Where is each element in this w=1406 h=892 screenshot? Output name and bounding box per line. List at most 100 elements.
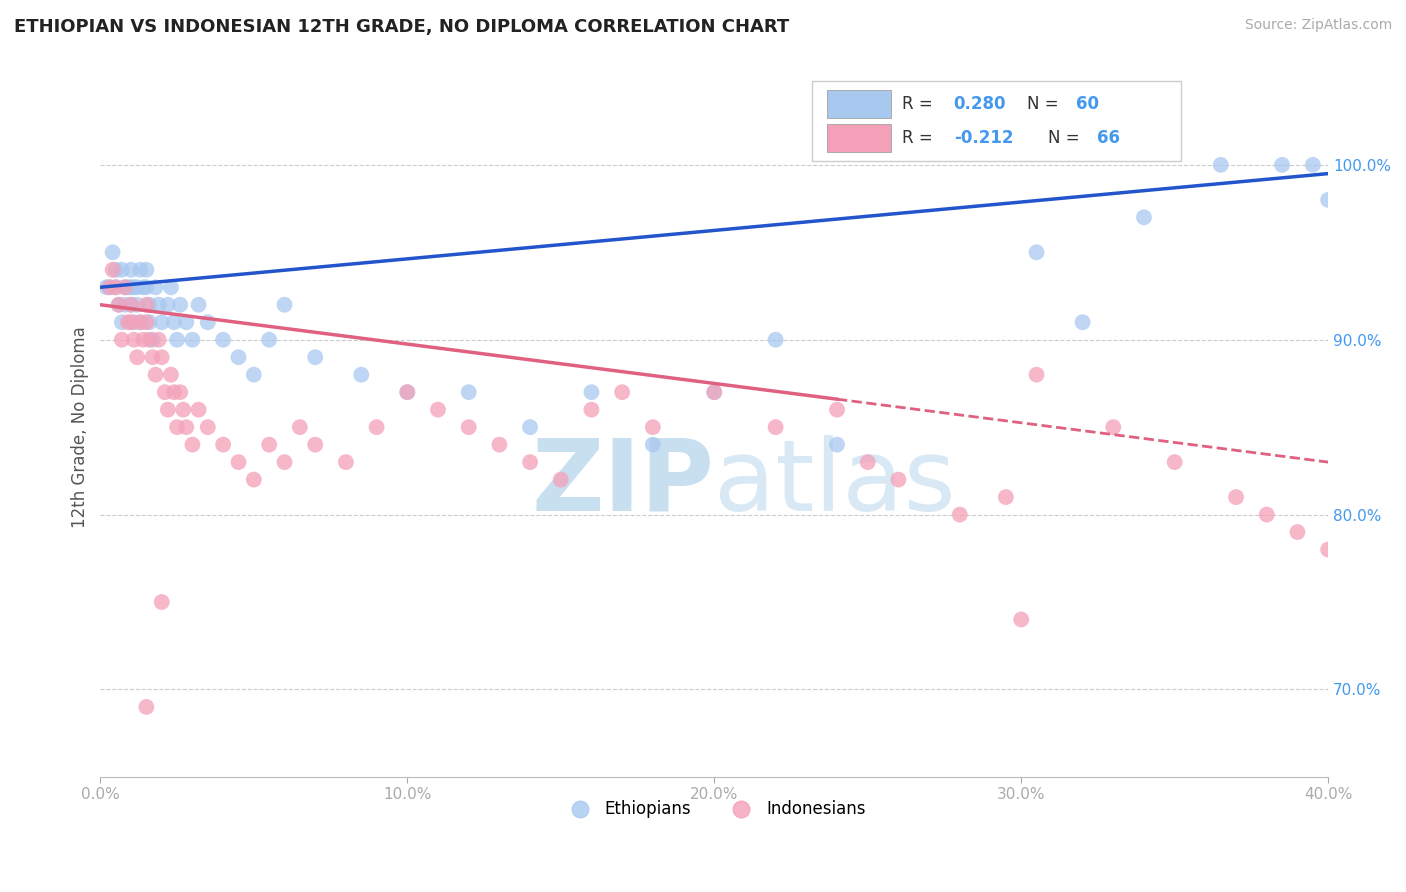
Point bbox=[1071, 315, 1094, 329]
Point bbox=[101, 262, 124, 277]
Point bbox=[1025, 245, 1047, 260]
Point bbox=[160, 368, 183, 382]
Point bbox=[612, 385, 634, 400]
Point bbox=[1010, 613, 1032, 627]
Point bbox=[1302, 158, 1324, 172]
Point bbox=[765, 420, 787, 434]
FancyBboxPatch shape bbox=[813, 81, 1181, 161]
Point bbox=[581, 402, 603, 417]
Point bbox=[181, 333, 204, 347]
Point bbox=[111, 315, 134, 329]
Point bbox=[181, 437, 204, 451]
Point bbox=[166, 420, 188, 434]
Point bbox=[117, 315, 139, 329]
Point bbox=[212, 333, 235, 347]
Text: N =: N = bbox=[1028, 95, 1059, 113]
Point bbox=[120, 315, 142, 329]
Point bbox=[96, 280, 118, 294]
Point bbox=[176, 315, 198, 329]
Point bbox=[581, 385, 603, 400]
Point bbox=[641, 437, 664, 451]
Point bbox=[949, 508, 972, 522]
Point bbox=[153, 385, 176, 400]
Point bbox=[257, 333, 280, 347]
Point bbox=[1225, 490, 1247, 504]
Point bbox=[765, 333, 787, 347]
Point bbox=[519, 420, 541, 434]
Point bbox=[138, 298, 160, 312]
Point bbox=[120, 298, 142, 312]
Point bbox=[825, 402, 848, 417]
Point bbox=[1209, 158, 1232, 172]
Point bbox=[114, 280, 136, 294]
Point bbox=[148, 333, 170, 347]
Point bbox=[1163, 455, 1185, 469]
Point bbox=[122, 333, 145, 347]
Point bbox=[163, 385, 186, 400]
Point bbox=[148, 298, 170, 312]
Point bbox=[427, 402, 450, 417]
Point bbox=[132, 280, 155, 294]
Point bbox=[135, 262, 157, 277]
Point bbox=[457, 385, 479, 400]
FancyBboxPatch shape bbox=[827, 90, 891, 118]
Point bbox=[135, 280, 157, 294]
Legend: Ethiopians, Indonesians: Ethiopians, Indonesians bbox=[557, 793, 872, 824]
Point bbox=[488, 437, 510, 451]
Point bbox=[104, 280, 127, 294]
Point bbox=[135, 298, 157, 312]
Point bbox=[138, 315, 160, 329]
Point bbox=[107, 298, 129, 312]
Point bbox=[132, 333, 155, 347]
Text: ZIP: ZIP bbox=[531, 434, 714, 532]
Point bbox=[1102, 420, 1125, 434]
Point bbox=[163, 315, 186, 329]
Point bbox=[1317, 193, 1340, 207]
Text: Source: ZipAtlas.com: Source: ZipAtlas.com bbox=[1244, 18, 1392, 32]
Point bbox=[519, 455, 541, 469]
Text: ETHIOPIAN VS INDONESIAN 12TH GRADE, NO DIPLOMA CORRELATION CHART: ETHIOPIAN VS INDONESIAN 12TH GRADE, NO D… bbox=[14, 18, 789, 36]
Point bbox=[856, 455, 879, 469]
Point bbox=[120, 298, 142, 312]
Point bbox=[114, 298, 136, 312]
Point bbox=[304, 437, 326, 451]
Point bbox=[98, 280, 121, 294]
Point bbox=[145, 280, 167, 294]
Point bbox=[169, 385, 191, 400]
Point bbox=[160, 280, 183, 294]
Point bbox=[107, 298, 129, 312]
Text: atlas: atlas bbox=[714, 434, 956, 532]
Point bbox=[138, 333, 160, 347]
Point bbox=[1025, 368, 1047, 382]
Point bbox=[1256, 508, 1278, 522]
Point bbox=[135, 315, 157, 329]
Point bbox=[114, 280, 136, 294]
Point bbox=[703, 385, 725, 400]
Y-axis label: 12th Grade, No Diploma: 12th Grade, No Diploma bbox=[72, 326, 89, 528]
Point bbox=[228, 350, 250, 364]
Text: 60: 60 bbox=[1077, 95, 1099, 113]
Point bbox=[145, 368, 167, 382]
Point bbox=[335, 455, 357, 469]
Point bbox=[197, 315, 219, 329]
Point bbox=[243, 473, 266, 487]
Text: -0.212: -0.212 bbox=[953, 128, 1014, 146]
Point bbox=[350, 368, 373, 382]
Point bbox=[129, 315, 152, 329]
Point bbox=[366, 420, 388, 434]
Point bbox=[117, 280, 139, 294]
Point bbox=[641, 420, 664, 434]
Point bbox=[104, 280, 127, 294]
Point bbox=[101, 245, 124, 260]
Point bbox=[396, 385, 419, 400]
Point bbox=[98, 280, 121, 294]
Point bbox=[111, 333, 134, 347]
Point bbox=[111, 262, 134, 277]
Point bbox=[169, 298, 191, 312]
Point bbox=[104, 262, 127, 277]
Point bbox=[212, 437, 235, 451]
Point bbox=[129, 315, 152, 329]
Point bbox=[156, 298, 179, 312]
Point bbox=[288, 420, 311, 434]
Point bbox=[156, 402, 179, 417]
